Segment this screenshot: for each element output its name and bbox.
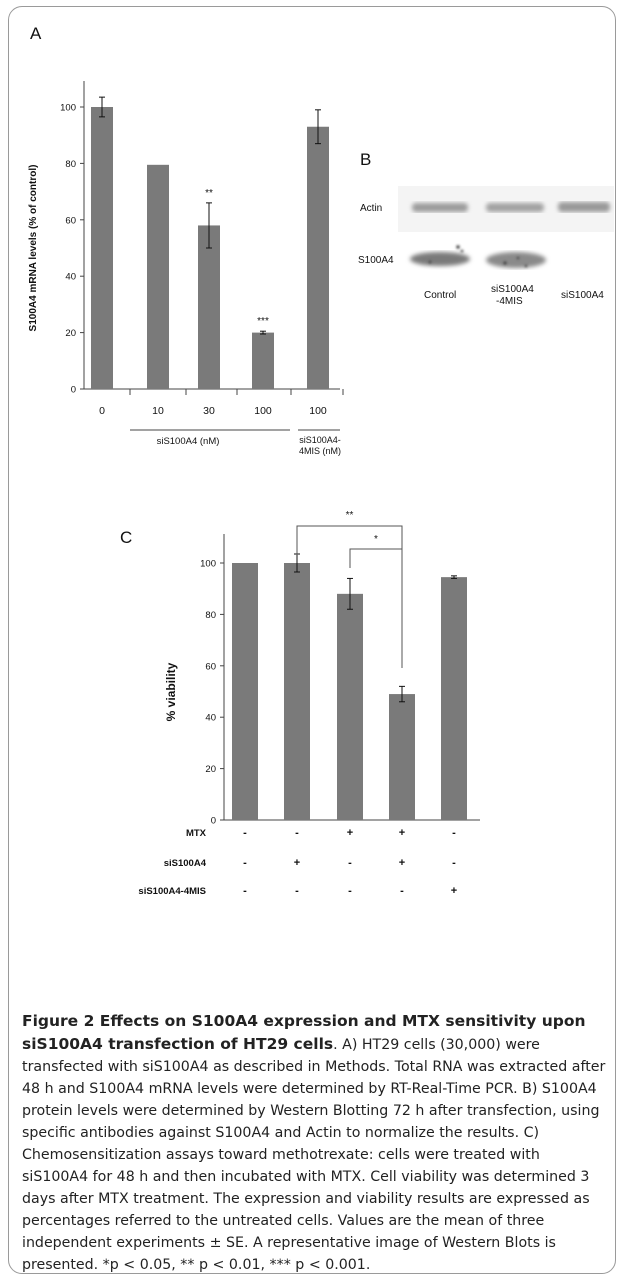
chart-c-ytick-label: 0: [211, 816, 216, 827]
chart-c-treatment-row-label: siS100A4: [164, 858, 207, 869]
panel-a-letter: A: [30, 24, 42, 43]
caption-body: . A) HT29 cells (30,000) were transfecte…: [22, 1037, 606, 1273]
wb-row-label-actin: Actin: [360, 203, 383, 214]
chart-c-bracket-label: *: [374, 534, 378, 545]
wb-lane-label-sis100a4-4mis-line2: -4MIS: [496, 296, 523, 307]
chart-a-significance: **: [205, 188, 213, 199]
chart-c-treatment-mark: +: [451, 885, 457, 897]
chart-c-treatment-mark: -: [452, 827, 456, 839]
chart-a-category-label: 0: [99, 405, 105, 417]
chart-c-treatment-mark: -: [452, 857, 456, 869]
chart-c-treatment-mark: +: [347, 827, 353, 839]
wb-row-label-s100a4: S100A4: [358, 255, 394, 266]
chart-c-treatment-mark: +: [399, 857, 405, 869]
chart-c-treatment-mark: +: [294, 857, 300, 869]
chart-c-ytick-label: 80: [205, 610, 216, 621]
wb-lane-label-control: Control: [424, 290, 457, 301]
wb-lane-label-sis100a4-4mis-line1: siS100A4: [491, 284, 534, 295]
chart-c-bar: [337, 593, 363, 820]
chart-c-bar: [232, 563, 258, 820]
figure-caption: Figure 2 Effects on S100A4 expression an…: [22, 1010, 606, 1276]
panel-c-letter: C: [120, 528, 133, 547]
chart-a-ytick-label: 80: [65, 159, 76, 170]
chart-c-bracket: [296, 525, 403, 668]
chart-a-ytick-label: 60: [65, 215, 76, 226]
chart-c-ytick-label: 40: [205, 713, 216, 724]
chart-a-ytick-label: 40: [65, 272, 76, 283]
chart-a-group-label: siS100A4-: [299, 435, 341, 445]
chart-c-bracket: [349, 548, 402, 568]
chart-c-treatment-row-label: MTX: [186, 828, 207, 839]
western-blot-image: [398, 186, 614, 268]
chart-c-bracket-label: **: [346, 510, 354, 521]
chart-c-treatment-mark: -: [400, 885, 404, 897]
chart-a-bar: [307, 126, 329, 390]
chart-c-ytick-label: 100: [200, 559, 216, 570]
chart-a-bar: [252, 332, 274, 389]
caption-title: Figure 2 Effects on S100A4 expression an…: [22, 1012, 586, 1053]
chart-c-ytick-label: 60: [205, 661, 216, 672]
wb-lane-label-sis100a4: siS100A4: [561, 290, 604, 301]
chart-c-ytick-label: 20: [205, 764, 216, 775]
chart-a-category-label: 100: [309, 405, 327, 417]
chart-a-ytick-label: 100: [60, 103, 76, 114]
chart-c-treatment-mark: -: [243, 827, 247, 839]
chart-c-bar: [441, 577, 467, 820]
actin-bands: [412, 202, 610, 212]
chart-a-category-label: 10: [152, 405, 164, 417]
s100a4-bands: [410, 245, 546, 268]
figure-frame: [8, 6, 616, 1274]
chart-c-treatment-mark: -: [348, 885, 352, 897]
chart-c-bar: [389, 694, 415, 820]
chart-a-bar: [147, 164, 169, 389]
chart-a-group-label: 4MIS (nM): [299, 446, 341, 456]
chart-c-y-label: % viability: [164, 662, 178, 721]
panel-b-letter: B: [360, 150, 372, 169]
chart-c-treatment-mark: -: [243, 885, 247, 897]
chart-a-y-label: S100A4 mRNA levels (% of control): [28, 165, 39, 332]
chart-c-treatment-mark: -: [295, 827, 299, 839]
chart-c-treatment-row-label: siS100A4-4MIS: [138, 886, 206, 897]
chart-c-bar: [284, 563, 310, 820]
chart-a-category-label: 30: [203, 405, 215, 417]
chart-c-treatment-mark: -: [243, 857, 247, 869]
chart-c-treatment-mark: -: [348, 857, 352, 869]
chart-a-ytick-label: 20: [65, 328, 76, 339]
chart-a-significance: ***: [257, 316, 269, 327]
chart-a-bar: [198, 225, 220, 389]
chart-c-treatment-mark: +: [399, 827, 405, 839]
chart-a-ytick-label: 0: [71, 385, 76, 396]
chart-a-group-label: siS100A4 (nM): [157, 436, 220, 447]
chart-a-category-label: 100: [254, 405, 272, 417]
chart-c-treatment-mark: -: [295, 885, 299, 897]
chart-a-bar: [91, 107, 113, 389]
